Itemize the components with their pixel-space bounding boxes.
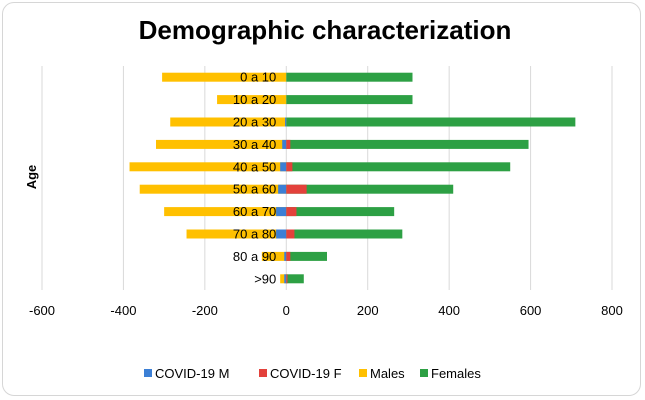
category-label: 60 a 70 (233, 204, 276, 219)
category-label: 40 a 50 (233, 159, 276, 174)
bar-males (280, 274, 287, 284)
bar-covid-19-m (284, 274, 287, 284)
legend-label-males: Males (370, 366, 405, 381)
legend-swatch-covid-19-f (259, 369, 267, 377)
bar-males (170, 117, 287, 127)
category-label: 80 a 90 (233, 249, 276, 264)
category-label: 30 a 40 (233, 137, 276, 152)
x-tick-label: 0 (283, 303, 290, 318)
bar-covid-19-f (286, 162, 293, 172)
bar-covid-19-m (284, 251, 287, 261)
bar-females (286, 207, 395, 217)
bar-covid-19-m (280, 162, 287, 172)
category-labels: 0 a 10 10 a 20 20 a 30 30 a 40 40 a 50 50 a 6… (233, 70, 276, 287)
x-tick-label: 800 (601, 303, 623, 318)
chart-title: Demographic characterization (139, 15, 512, 45)
bar-covid-19-m (282, 139, 287, 149)
bar-females (286, 184, 454, 194)
bar-females (286, 117, 576, 127)
bar-males (261, 251, 287, 261)
legend-label-females: Females (431, 366, 481, 381)
bar-females (286, 95, 413, 105)
bar-females (286, 229, 403, 239)
bar-covid-19-f (286, 274, 288, 284)
bar-covid-19-f (286, 229, 295, 239)
bar-females (286, 162, 511, 172)
bar-covid-19-f (286, 251, 291, 261)
x-tick-label: -400 (110, 303, 136, 318)
legend-swatch-males (359, 369, 367, 377)
bar-females (286, 251, 327, 261)
chart-frame (2, 2, 641, 396)
bar-covid-19-m (276, 207, 287, 217)
bar-males (186, 229, 287, 239)
bar-males (139, 184, 287, 194)
bar-males (156, 139, 287, 149)
bar-covid-19-f (286, 184, 307, 194)
legend-label-covid-19-m: COVID-19 M (155, 366, 229, 381)
x-tick-label: 600 (520, 303, 542, 318)
bar-females (286, 72, 413, 82)
bar-covid-19-m (285, 117, 287, 127)
category-label: 50 a 60 (233, 182, 276, 197)
legend-label-covid-19-f: COVID-19 F (270, 366, 342, 381)
bar-females (286, 274, 304, 284)
bar-females (286, 139, 529, 149)
x-tick-label: 200 (357, 303, 379, 318)
x-tick-label: -200 (192, 303, 218, 318)
category-label: >90 (254, 271, 276, 286)
x-axis-ticks: -600 -400 -200 0 200 400 600 800 (29, 303, 623, 318)
bar-covid-19-m (276, 229, 287, 239)
legend-swatch-covid-19-m (144, 369, 152, 377)
bar-males (217, 95, 287, 105)
bar-covid-19-f (286, 207, 297, 217)
bar-males (164, 207, 287, 217)
x-tick-label: 400 (438, 303, 460, 318)
category-label: 0 a 10 (240, 70, 276, 85)
bar-males (162, 72, 287, 82)
legend: COVID-19 M COVID-19 F Males Females (144, 366, 481, 381)
y-axis-label: Age (24, 165, 39, 190)
bar-covid-19-m (278, 184, 287, 194)
legend-swatch-females (420, 369, 428, 377)
bars (129, 72, 576, 284)
category-label: 20 a 30 (233, 115, 276, 130)
category-label: 70 a 80 (233, 227, 276, 242)
category-label: 10 a 20 (233, 92, 276, 107)
bar-males (129, 162, 287, 172)
x-tick-label: -600 (29, 303, 55, 318)
bar-covid-19-f (286, 139, 291, 149)
